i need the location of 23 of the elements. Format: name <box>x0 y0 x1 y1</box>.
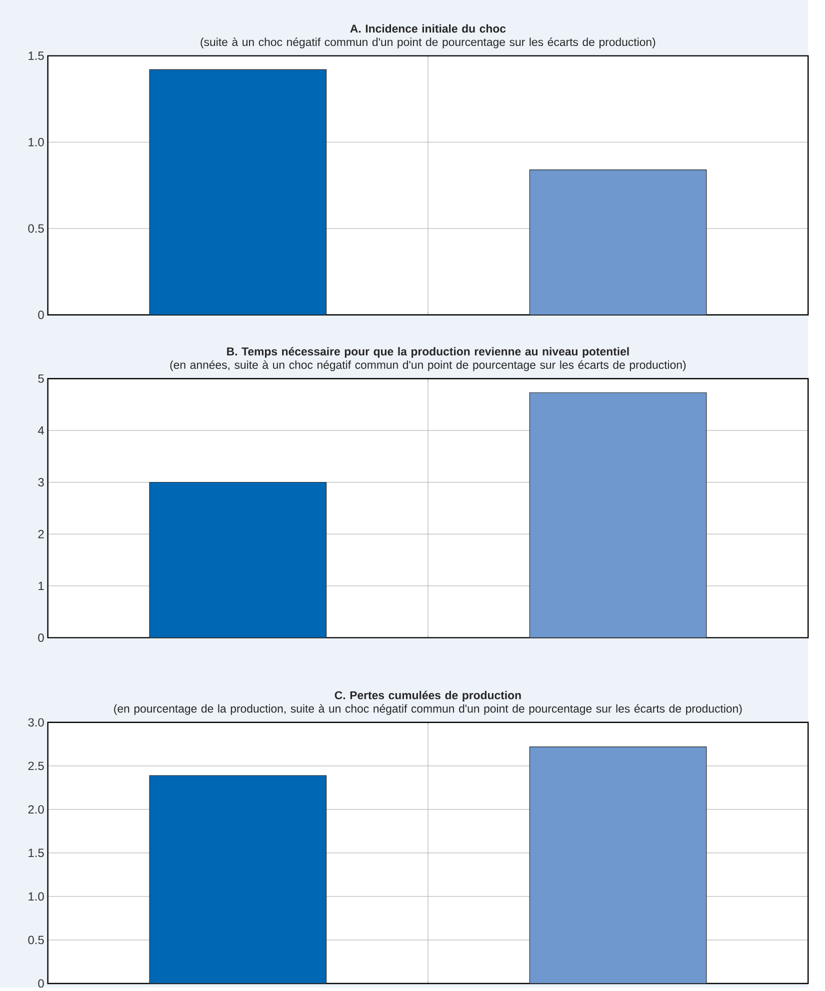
y-tick-label: 3.0 <box>28 718 44 727</box>
y-tick-label: 0 <box>38 633 44 642</box>
y-tick-label: 4 <box>38 426 44 435</box>
y-tick-label: 0.5 <box>28 936 44 944</box>
y-tick-label: 3 <box>38 478 44 486</box>
chart-subtitle: (en années, suite à un choc négatif commun d'un point de pourcentage sur les écarts de production) <box>170 360 686 372</box>
chart-title: B. Temps nécessaire pour que la production revienne au niveau potentiel <box>226 347 629 358</box>
chart-title: C. Pertes cumulées de production <box>334 690 521 702</box>
chart-subtitle: (suite à un choc négatif commun d'un point de pourcentage sur les écarts de production) <box>200 38 655 48</box>
y-tick-label: 1.0 <box>28 138 44 146</box>
y-tick-label: 2.0 <box>28 805 44 814</box>
y-tick-label: 1.0 <box>28 892 44 901</box>
chart-subtitle: (en pourcentage de la production, suite à un choc négatif commun d'un point de pourcentage sur les écarts de production) <box>114 704 742 715</box>
y-tick-label: 1.5 <box>28 848 44 858</box>
y-tick-label: 2.5 <box>28 762 44 770</box>
y-tick-label: 2 <box>38 530 44 538</box>
y-tick-label: 1.5 <box>28 52 44 60</box>
chart-title: A. Incidence initiale du choc <box>350 24 506 33</box>
y-tick-label: 1 <box>38 582 44 590</box>
y-tick-label: 0 <box>38 310 44 320</box>
y-tick-label: 0 <box>38 979 44 988</box>
y-tick-label: 5 <box>38 374 44 383</box>
y-tick-label: 0.5 <box>28 224 44 233</box>
